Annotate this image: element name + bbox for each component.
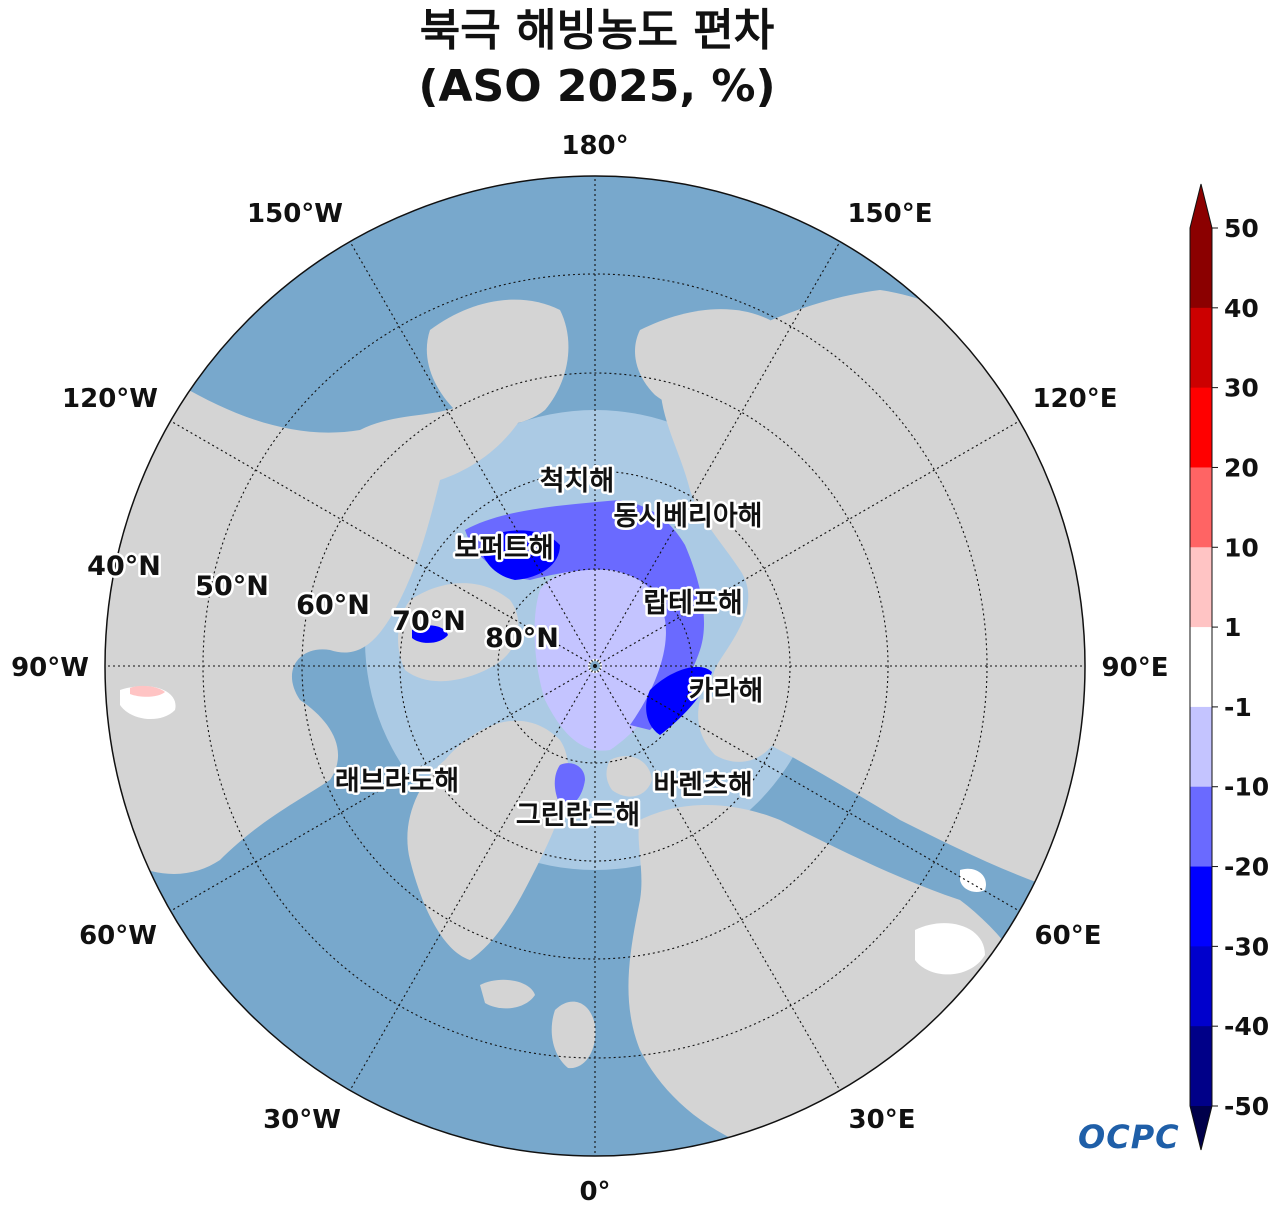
colorbar-segment [1190,467,1212,548]
title-line-2: (ASO 2025, %) [418,61,776,112]
lon-label-30w: 30°W [263,1105,341,1135]
colorbar-tick-label: 50 [1224,214,1259,243]
meridian-line [594,665,841,1091]
colorbar-extend-min [1190,1106,1212,1150]
latitude-circle [301,372,889,960]
meridian-line [594,420,1020,667]
colorbar-segment [1190,547,1212,628]
meridian-line [594,241,841,667]
lon-label-150w: 150°W [247,199,343,229]
land-siberia [660,290,1085,900]
land-alaska [426,299,569,425]
lat-label-70n: 70°N [392,606,466,637]
lat-label-50n: 50°N [195,571,269,602]
land-canadian-archipelago [398,583,519,682]
sea-label-kara: 카라해 [689,676,764,707]
sea-label-barents: 바렌츠해 [653,770,752,801]
colorbar-tick-label: -1 [1224,693,1252,722]
colorbar-segment [1190,786,1212,868]
colorbar-tick-label: 1 [1224,613,1241,642]
land-north-america [105,385,520,874]
colorbar-extend-max [1190,184,1212,228]
colorbar-segment [1190,228,1212,309]
colorbar-segment [1190,706,1212,788]
lon-label-120w: 120°W [62,384,158,414]
sea-label-beaufort: 보퍼트해 [454,533,553,564]
ice-anomaly-strong [412,530,712,735]
colorbar-segment [1190,627,1212,708]
colorbar-tick-label: -10 [1224,773,1269,802]
colorbar-segment [1190,307,1212,389]
colorbar: 50 40 30 20 10 1 -1 -10 -20 -30 -40 -50 [1189,183,1269,1151]
map-disk [105,176,1085,1156]
meridian-line [594,665,1020,912]
colorbar-tick-label: -40 [1224,1012,1269,1041]
colorbar-segment [1190,866,1212,947]
sea-label-labrador: 래브라도해 [335,766,459,797]
lon-label-60w: 60°W [79,921,157,951]
lat-label-40n: 40°N [87,551,161,582]
colorbar-segment [1190,946,1212,1027]
lon-label-120e: 120°E [1032,384,1117,414]
land-chukotka [635,309,781,415]
lon-label-150e: 150°E [847,199,932,229]
colorbar-tick-label: 20 [1224,453,1259,482]
meridian-line [349,241,596,667]
title-line-1: 북극 해빙농도 편차 [419,5,775,56]
ocpc-logo: OCPC [1078,1118,1180,1156]
land-british-isles [551,1001,596,1069]
graticule [105,176,1085,1156]
sea-label-laptev: 랍테프해 [643,588,742,619]
meridian-line [349,665,596,1091]
meridian-line [170,420,596,667]
land-novaya-zemlya [698,696,780,762]
colorbar-segment [1190,387,1212,468]
sea-label-east-siberian: 동시베리아해 [613,501,762,532]
sea-label-greenland: 그린란드해 [516,800,640,831]
colorbar-segment [1190,1026,1212,1107]
lon-label-30e: 30°E [849,1105,916,1135]
land-iceland [480,979,535,1009]
colorbar-tick-label: 40 [1224,294,1259,323]
colorbar-tick-label: -30 [1224,932,1269,961]
meridian-line [170,665,596,912]
lat-label-80n: 80°N [485,623,559,654]
map-boundary [104,175,1086,1157]
lon-label-180: 180° [561,131,628,161]
colorbar-tick-label: -50 [1224,1092,1269,1121]
land-greenland [407,720,569,960]
colorbar-tick-label: 30 [1224,374,1259,403]
lon-label-90w: 90°W [11,653,89,683]
land-svalbard [606,756,652,797]
ice-anomaly-positive [130,685,165,697]
lat-label-60n: 60°N [296,590,370,621]
lon-label-0: 0° [579,1177,610,1207]
lon-label-60e: 60°E [1035,921,1102,951]
colorbar-tick-label: -20 [1224,853,1269,882]
ice-anomaly-greenland-sea [554,763,585,807]
sea-label-chukchi: 척치해 [540,466,615,497]
lon-label-90e: 90°E [1102,653,1169,683]
colorbar-tick-label: 10 [1224,533,1259,562]
